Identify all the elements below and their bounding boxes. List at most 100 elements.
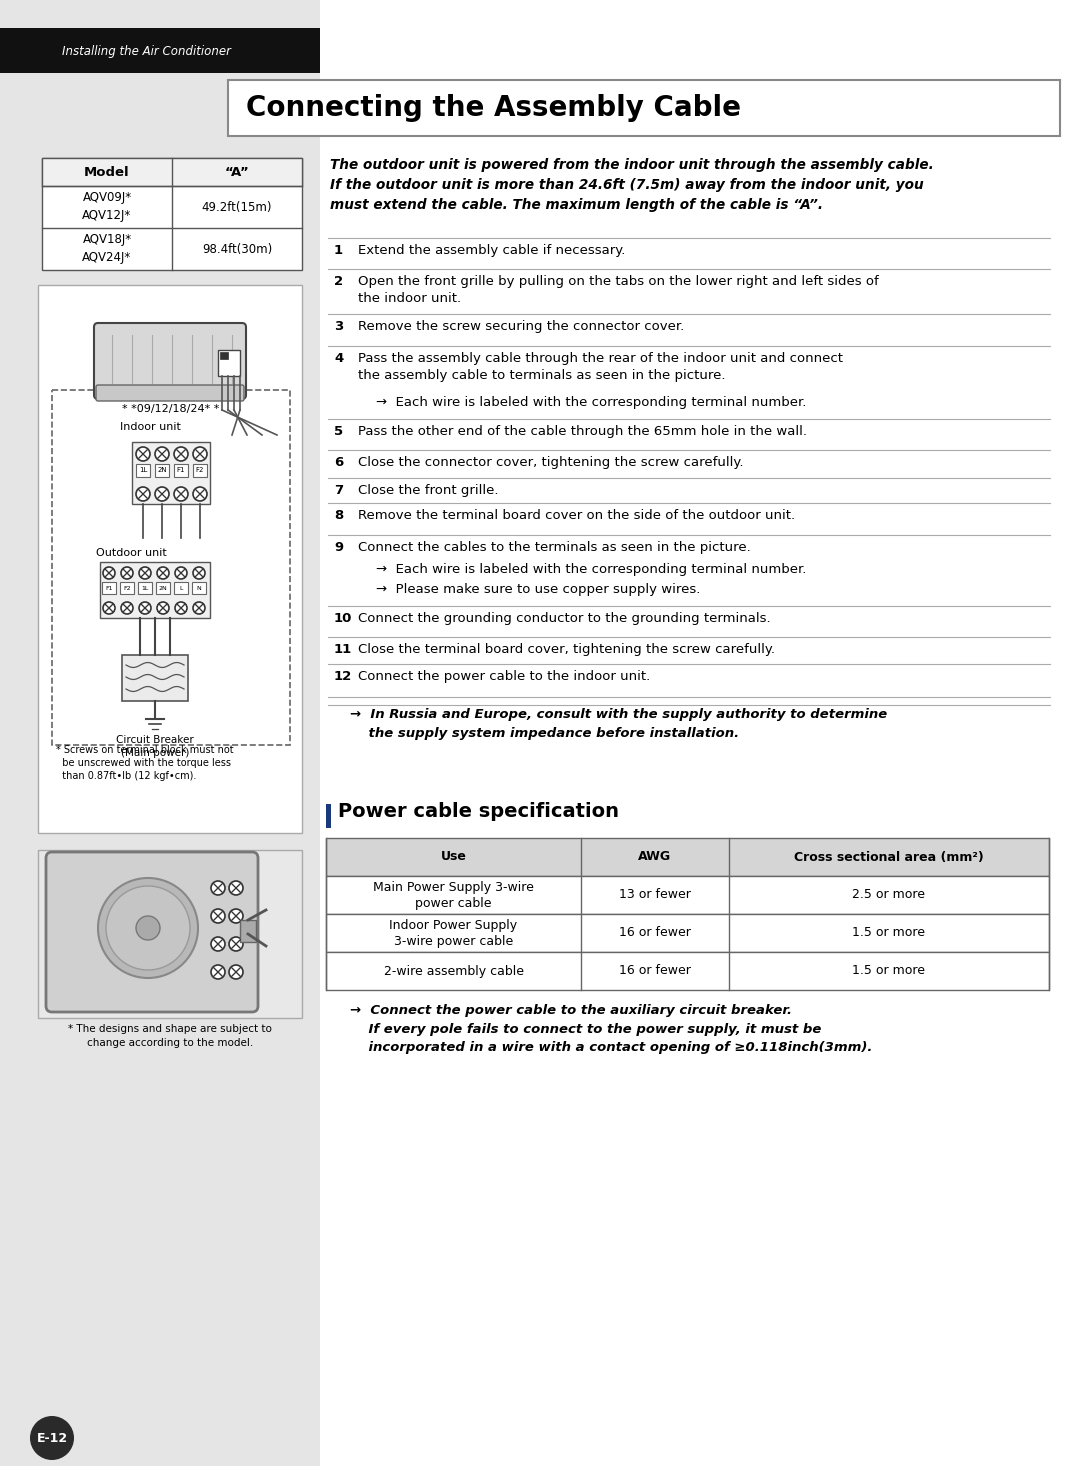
Text: →  Connect the power cable to the auxiliary circuit breaker.
    If every pole f: → Connect the power cable to the auxilia… bbox=[350, 1004, 873, 1054]
Text: Close the connector cover, tightening the screw carefully.: Close the connector cover, tightening th… bbox=[357, 456, 743, 469]
Text: 49.2ft(15m): 49.2ft(15m) bbox=[202, 201, 272, 214]
Bar bbox=[326, 839, 1049, 877]
Circle shape bbox=[175, 567, 187, 579]
Text: F1: F1 bbox=[105, 585, 112, 591]
Bar bbox=[42, 158, 302, 186]
Text: →  Each wire is labeled with the corresponding terminal number.: → Each wire is labeled with the correspo… bbox=[376, 563, 807, 576]
Circle shape bbox=[106, 885, 190, 970]
Bar bbox=[326, 803, 330, 828]
Text: N: N bbox=[197, 585, 201, 591]
Text: 3: 3 bbox=[334, 320, 343, 333]
Text: Model: Model bbox=[84, 166, 130, 179]
Bar bbox=[38, 284, 302, 833]
Text: AWG: AWG bbox=[638, 850, 672, 863]
Text: Power cable specification: Power cable specification bbox=[338, 802, 619, 821]
Text: Pass the assembly cable through the rear of the indoor unit and connect
the asse: Pass the assembly cable through the rear… bbox=[357, 352, 843, 383]
Text: Indoor unit: Indoor unit bbox=[120, 422, 180, 432]
Text: E-12: E-12 bbox=[37, 1431, 68, 1444]
Text: 2: 2 bbox=[334, 276, 343, 287]
Text: Outdoor unit: Outdoor unit bbox=[96, 548, 166, 559]
Text: F2: F2 bbox=[123, 585, 131, 591]
Text: Main Power Supply 3-wire
power cable: Main Power Supply 3-wire power cable bbox=[373, 881, 534, 909]
Circle shape bbox=[211, 909, 225, 924]
Circle shape bbox=[229, 937, 243, 951]
Circle shape bbox=[156, 487, 168, 501]
Circle shape bbox=[174, 487, 188, 501]
Text: Pass the other end of the cable through the 65mm hole in the wall.: Pass the other end of the cable through … bbox=[357, 425, 807, 438]
Text: →  Each wire is labeled with the corresponding terminal number.: → Each wire is labeled with the correspo… bbox=[376, 396, 807, 409]
Circle shape bbox=[229, 881, 243, 896]
FancyBboxPatch shape bbox=[94, 323, 246, 399]
Bar bbox=[326, 877, 1049, 913]
Text: Close the front grille.: Close the front grille. bbox=[357, 484, 499, 497]
Text: 8: 8 bbox=[334, 509, 343, 522]
Bar bbox=[120, 582, 134, 594]
Text: 12: 12 bbox=[334, 670, 352, 683]
Bar bbox=[174, 465, 188, 476]
Bar bbox=[100, 561, 210, 619]
Text: L: L bbox=[179, 585, 183, 591]
Text: 1.5 or more: 1.5 or more bbox=[852, 927, 926, 940]
Bar bbox=[132, 443, 210, 504]
Bar bbox=[102, 582, 116, 594]
Circle shape bbox=[136, 447, 150, 460]
Circle shape bbox=[121, 567, 133, 579]
Bar bbox=[228, 81, 1059, 136]
Text: Connect the power cable to the indoor unit.: Connect the power cable to the indoor un… bbox=[357, 670, 650, 683]
Text: Connect the grounding conductor to the grounding terminals.: Connect the grounding conductor to the g… bbox=[357, 611, 771, 625]
Text: 16 or fewer: 16 or fewer bbox=[619, 927, 691, 940]
Text: →  In Russia and Europe, consult with the supply authority to determine
    the : → In Russia and Europe, consult with the… bbox=[350, 708, 888, 739]
Circle shape bbox=[98, 878, 198, 978]
Circle shape bbox=[211, 965, 225, 979]
Bar bbox=[220, 352, 228, 359]
Text: “A”: “A” bbox=[225, 166, 249, 179]
Bar bbox=[174, 582, 188, 594]
FancyBboxPatch shape bbox=[96, 386, 244, 402]
FancyBboxPatch shape bbox=[46, 852, 258, 1012]
Circle shape bbox=[30, 1416, 75, 1460]
Bar bbox=[192, 582, 206, 594]
Text: 16 or fewer: 16 or fewer bbox=[619, 965, 691, 978]
Text: F2: F2 bbox=[195, 468, 204, 474]
Text: →  Please make sure to use copper supply wires.: → Please make sure to use copper supply … bbox=[376, 583, 700, 597]
Bar bbox=[156, 582, 170, 594]
Circle shape bbox=[193, 447, 207, 460]
Text: AQV09J*
AQV12J*: AQV09J* AQV12J* bbox=[82, 192, 132, 223]
Bar bbox=[193, 465, 207, 476]
Circle shape bbox=[157, 567, 168, 579]
Text: 98.4ft(30m): 98.4ft(30m) bbox=[202, 242, 272, 255]
Circle shape bbox=[211, 937, 225, 951]
Text: 2-wire assembly cable: 2-wire assembly cable bbox=[383, 965, 524, 978]
Bar bbox=[0, 28, 320, 73]
Bar bbox=[42, 158, 302, 270]
Text: 2N: 2N bbox=[159, 585, 167, 591]
Text: Installing the Air Conditioner: Installing the Air Conditioner bbox=[62, 44, 231, 57]
Circle shape bbox=[121, 603, 133, 614]
Bar bbox=[0, 0, 320, 1466]
Circle shape bbox=[175, 603, 187, 614]
Bar bbox=[156, 465, 168, 476]
Circle shape bbox=[139, 567, 151, 579]
Text: Remove the screw securing the connector cover.: Remove the screw securing the connector … bbox=[357, 320, 685, 333]
Text: Circuit Breaker
(Main power): Circuit Breaker (Main power) bbox=[117, 734, 194, 758]
Bar bbox=[138, 582, 152, 594]
Text: Cross sectional area (mm²): Cross sectional area (mm²) bbox=[794, 850, 984, 863]
Text: 10: 10 bbox=[334, 611, 352, 625]
Text: * Screws on terminal block must not
  be unscrewed with the torque less
  than 0: * Screws on terminal block must not be u… bbox=[56, 745, 233, 781]
Circle shape bbox=[139, 603, 151, 614]
Text: 11: 11 bbox=[334, 644, 352, 655]
Circle shape bbox=[211, 881, 225, 896]
Text: 9: 9 bbox=[334, 541, 343, 554]
Circle shape bbox=[229, 965, 243, 979]
Circle shape bbox=[193, 603, 205, 614]
Text: 1L: 1L bbox=[139, 468, 147, 474]
Text: 4: 4 bbox=[334, 352, 343, 365]
Bar bbox=[38, 850, 302, 1017]
Bar bbox=[218, 350, 240, 375]
Text: Close the terminal board cover, tightening the screw carefully.: Close the terminal board cover, tighteni… bbox=[357, 644, 775, 655]
Bar bbox=[326, 951, 1049, 990]
Bar bbox=[326, 913, 1049, 951]
Circle shape bbox=[174, 447, 188, 460]
Text: The outdoor unit is powered from the indoor unit through the assembly cable.
If : The outdoor unit is powered from the ind… bbox=[330, 158, 934, 213]
Text: Open the front grille by pulling on the tabs on the lower right and left sides o: Open the front grille by pulling on the … bbox=[357, 276, 879, 305]
